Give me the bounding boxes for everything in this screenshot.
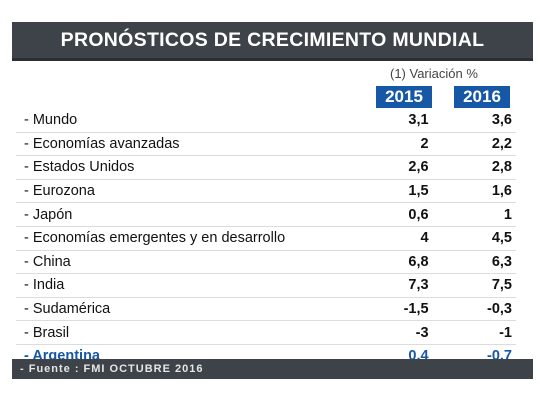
value-2015: 7,3: [357, 273, 437, 298]
value-2015: 2,6: [357, 155, 437, 180]
value-2016: -0,3: [436, 297, 516, 322]
value-2016: 3,6: [436, 109, 516, 133]
value-2015: 4: [357, 226, 437, 251]
value-2016: 2,2: [436, 132, 516, 157]
value-2015: 0,6: [357, 202, 437, 227]
value-2015: 3,1: [357, 109, 437, 133]
value-2016: 1: [436, 202, 516, 227]
value-2016: 6,3: [436, 250, 516, 275]
table-row: - Japón 0,6 1: [16, 202, 516, 227]
value-2015: 1,5: [357, 179, 437, 204]
table-row: - China 6,8 6,3: [16, 250, 516, 275]
chart-frame: PRONÓSTICOS DE CRECIMIENTO MUNDIAL (1) V…: [12, 22, 533, 382]
table-row: - Economías avanzadas 2 2,2: [16, 132, 516, 157]
row-label: - India: [16, 273, 358, 298]
value-2015: 2: [357, 132, 437, 157]
value-2016: 2,8: [436, 155, 516, 180]
table-row: - Eurozona 1,5 1,6: [16, 179, 516, 204]
row-label: - Economías emergentes y en desarrollo: [16, 226, 358, 251]
row-label: - Brasil: [16, 320, 358, 345]
value-2016: -1: [436, 320, 516, 345]
footer-bar: - Fuente : FMI OCTUBRE 2016: [12, 359, 533, 379]
source-note: - Fuente : FMI OCTUBRE 2016: [20, 363, 204, 375]
row-label: - Eurozona: [16, 179, 358, 204]
table-row: - Economías emergentes y en desarrollo 4 4…: [16, 226, 516, 251]
table-row: - India 7,3 7,5: [16, 273, 516, 298]
table-row: - Sudamérica -1,5 -0,3: [16, 297, 516, 322]
variation-note: (1) Variación %: [390, 66, 478, 81]
chart-title: PRONÓSTICOS DE CRECIMIENTO MUNDIAL: [60, 29, 485, 51]
table-row: - Estados Unidos 2,6 2,8: [16, 155, 516, 180]
value-2015: -1,5: [357, 297, 437, 322]
table-row: - Brasil -3 -1: [16, 320, 516, 345]
title-bar: PRONÓSTICOS DE CRECIMIENTO MUNDIAL: [12, 22, 533, 61]
row-label: - China: [16, 250, 358, 275]
data-table: - Mundo 3,1 3,6- Economías avanzadas 2 2,2- …: [16, 109, 516, 368]
column-header-2015: 2015: [376, 86, 432, 108]
table-row: - Mundo 3,1 3,6: [16, 109, 516, 133]
row-label: - Estados Unidos: [16, 155, 358, 180]
value-2016: 4,5: [436, 226, 516, 251]
row-label: - Mundo: [16, 109, 358, 133]
value-2015: -3: [357, 320, 437, 345]
value-2016: 1,6: [436, 179, 516, 204]
row-label: - Sudamérica: [16, 297, 358, 322]
row-label: - Japón: [16, 202, 358, 227]
value-2015: 6,8: [357, 250, 437, 275]
column-header-2016: 2016: [454, 86, 510, 108]
row-label: - Economías avanzadas: [16, 132, 358, 157]
value-2016: 7,5: [436, 273, 516, 298]
